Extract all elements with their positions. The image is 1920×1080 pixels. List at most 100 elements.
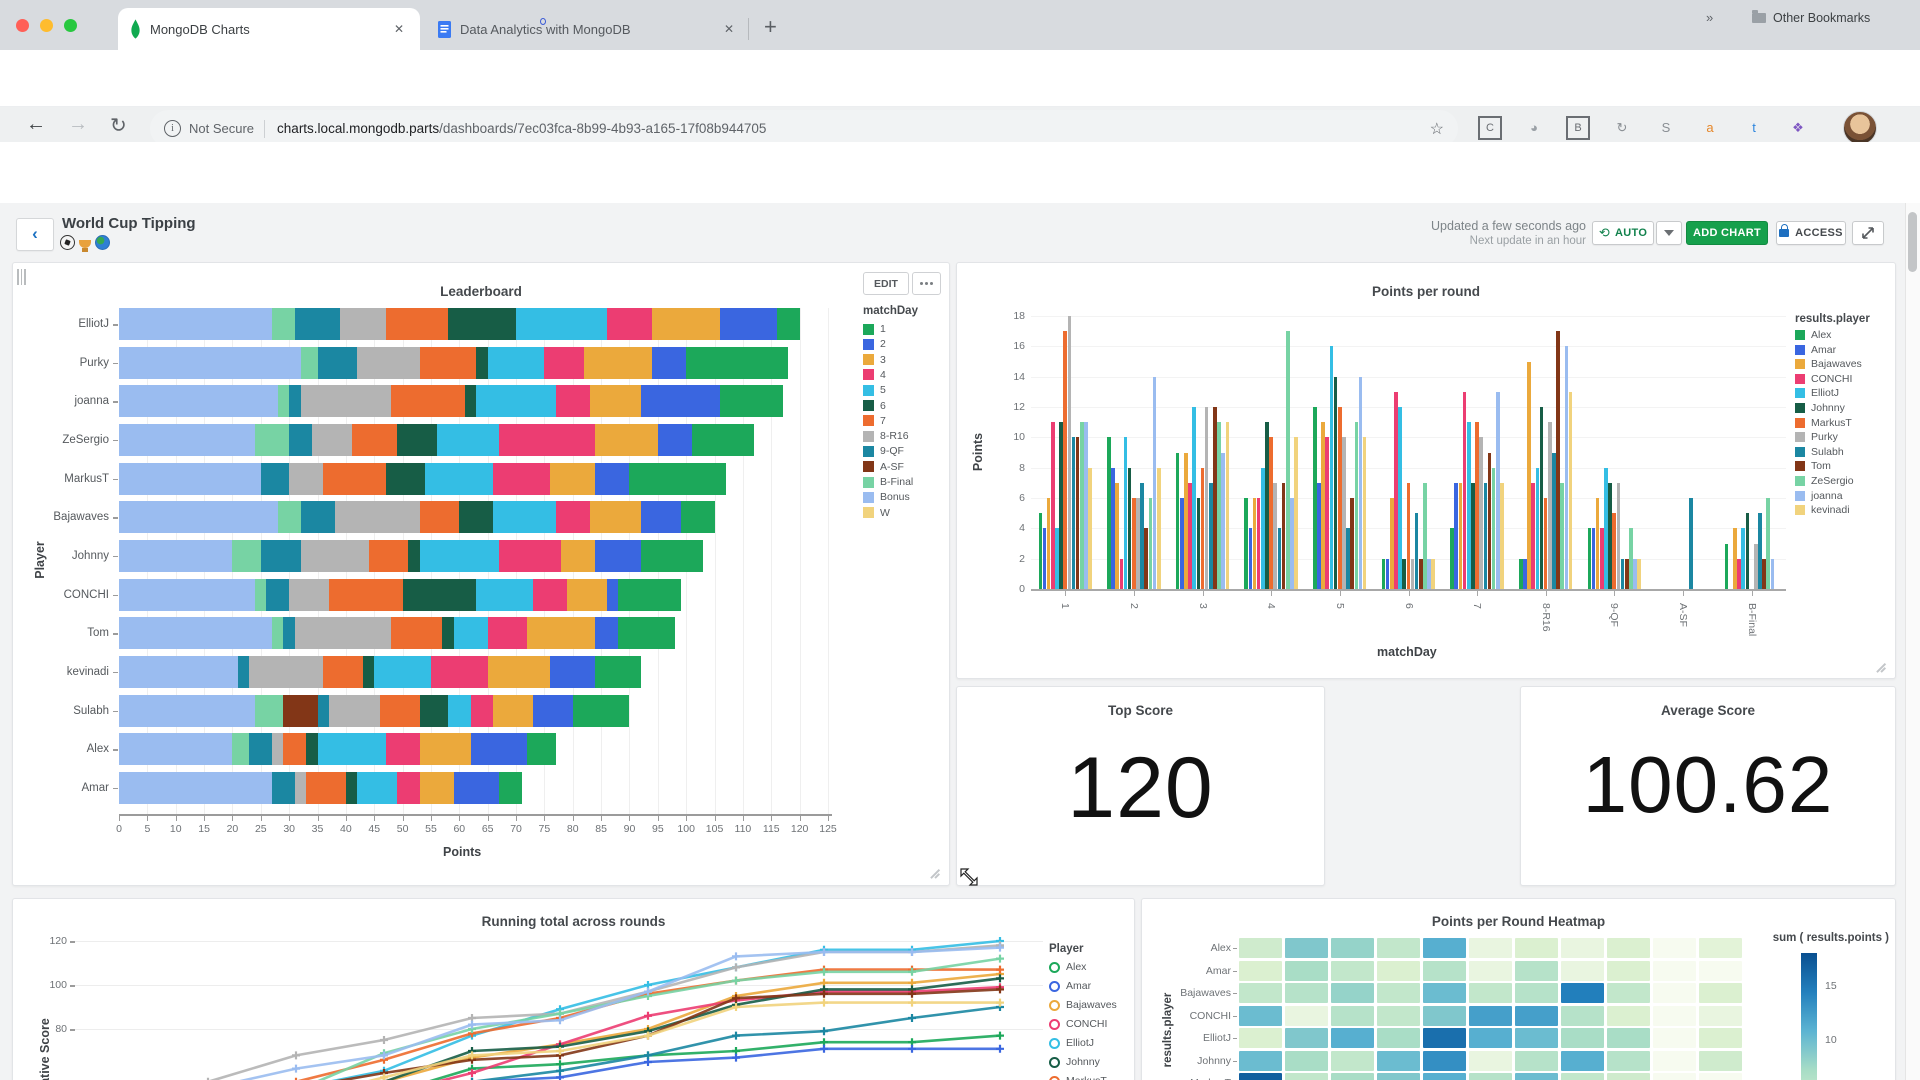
bar-kevinadi	[1294, 437, 1298, 589]
leaderboard-bar-row	[119, 308, 800, 340]
bar-segment-matchday-8-R16	[357, 346, 420, 379]
heatmap-cell	[1285, 983, 1328, 1003]
auto-refresh-caret-button[interactable]	[1656, 221, 1682, 245]
heatmap-cell	[1699, 938, 1742, 958]
gridline	[1031, 437, 1786, 439]
legend-swatch	[1795, 417, 1805, 428]
legend-item-Bajawaves: Bajawaves	[1049, 999, 1117, 1011]
bar-CONCHI	[1050, 422, 1055, 589]
page-scrollbar[interactable]	[1905, 203, 1920, 1080]
bar-segment-matchday-3	[550, 462, 596, 495]
average-score-card: Average Score 100.62	[1520, 686, 1896, 886]
access-button[interactable]: ACCESS	[1776, 221, 1846, 245]
card-resize-handle[interactable]	[929, 865, 941, 877]
bar-segment-matchday-Bonus	[119, 501, 278, 534]
y-tick-label: 2	[1019, 552, 1025, 565]
legend-swatch	[863, 461, 874, 473]
legend-swatch	[863, 491, 874, 503]
bar-segment-matchday-B-Final	[232, 733, 250, 766]
legend-label: 9-QF	[880, 445, 904, 458]
heatmap-cell	[1377, 1073, 1420, 1080]
heatmap-cell	[1377, 938, 1420, 958]
back-icon[interactable]: ←	[26, 113, 46, 135]
y-tick-mark	[113, 633, 118, 635]
new-tab-button[interactable]: +	[764, 14, 777, 39]
bookmark-star-icon[interactable]: ☆	[1429, 120, 1444, 138]
heatmap-row-label: Johnny	[1197, 1054, 1231, 1067]
forward-icon[interactable]: →	[68, 113, 88, 135]
reload-icon[interactable]: ↻	[110, 115, 127, 137]
omnibox-divider	[264, 119, 266, 138]
bar-segment-matchday-7	[283, 733, 307, 766]
tab-data-analytics[interactable]: Data Analytics with MongoDB ✕	[438, 14, 738, 44]
avatar[interactable]	[1843, 111, 1877, 145]
bar-segment-matchday-9-QF	[260, 539, 301, 572]
bar-segment-matchday-5	[447, 694, 471, 727]
bar-ZeSergio	[1080, 422, 1084, 589]
extension-s[interactable]: S	[1661, 120, 1671, 135]
leaderboard-player-label: CONCHI	[63, 588, 109, 601]
zoom-window-button[interactable]	[64, 19, 77, 32]
legend-swatch	[863, 430, 874, 442]
bar-segment-matchday-8-R16	[249, 655, 324, 688]
x-tick-mark	[260, 816, 262, 821]
edit-chart-button[interactable]: EDIT	[863, 272, 909, 295]
extension-p[interactable]: ❖	[1792, 120, 1804, 135]
bar-segment-matchday-4	[555, 385, 590, 418]
bar-Alex	[1450, 528, 1454, 589]
minimize-window-button[interactable]	[40, 19, 53, 32]
legend-swatch	[1795, 373, 1805, 384]
heatmap-cell	[1515, 960, 1558, 981]
y-tick-label: 4	[1019, 522, 1025, 535]
extension-c[interactable]: C	[1478, 116, 1502, 140]
close-window-button[interactable]	[16, 19, 29, 32]
x-tick-label: B-Final	[1745, 603, 1758, 637]
tab-close-icon[interactable]: ✕	[723, 22, 735, 36]
bar-kevinadi	[1156, 467, 1161, 589]
card-resize-handle[interactable]	[1875, 659, 1887, 671]
bookmarks-overflow-icon[interactable]: »	[1706, 10, 1714, 25]
bar-segment-matchday-3	[493, 694, 534, 727]
chart-title: Leaderboard	[440, 284, 522, 299]
bar-joanna	[1770, 558, 1775, 589]
legend-item-8-R16: 8-R16	[863, 430, 909, 442]
extension-t[interactable]: t	[1752, 120, 1756, 135]
address-bar[interactable]: i Not Secure charts.local.mongodb.parts /…	[150, 110, 1458, 147]
extension-circle[interactable]: ◕	[1530, 120, 1538, 135]
y-tick-mark	[113, 710, 118, 713]
x-tick-label: 15	[198, 823, 210, 835]
y-tick-mark	[1233, 1015, 1237, 1017]
legend-label: MarkusT	[1066, 1075, 1107, 1080]
card-drag-handle[interactable]	[17, 269, 31, 285]
card-menu-button[interactable]	[912, 272, 941, 295]
legend-item-MarkusT: MarkusT	[1795, 417, 1852, 429]
tab-close-icon[interactable]: ✕	[393, 22, 405, 36]
url-path: /dashboards/7ec03fca-8b99-4b93-a165-17f0…	[439, 121, 767, 136]
heatmap-cell	[1607, 1005, 1650, 1026]
auto-refresh-button[interactable]: ⟲ AUTO	[1592, 221, 1654, 245]
bar-Tom	[1144, 528, 1149, 589]
bar-ElliotJ	[1741, 528, 1746, 589]
marker-Sulabh	[732, 1031, 740, 1040]
extension-b[interactable]: B	[1566, 116, 1590, 140]
bar-segment-matchday-4	[555, 501, 590, 534]
fullscreen-button[interactable]	[1852, 221, 1884, 245]
add-chart-button[interactable]: ADD CHART	[1686, 221, 1768, 245]
bar-segment-matchday-4	[499, 539, 562, 572]
heatmap-cell	[1239, 938, 1282, 958]
bar-kevinadi	[1431, 558, 1436, 589]
extension-a[interactable]: a	[1706, 120, 1714, 135]
info-icon[interactable]: i	[164, 120, 181, 137]
heatmap-cell	[1331, 960, 1374, 981]
y-axis-label: Player	[32, 541, 47, 579]
heatmap-cell	[1469, 983, 1512, 1003]
other-bookmarks-button[interactable]: Other Bookmarks	[1752, 9, 1870, 25]
bar-segment-matchday-2	[453, 771, 500, 804]
back-to-dashboards-button[interactable]: ‹	[16, 218, 54, 251]
legend-label: Sulabh	[1811, 445, 1844, 458]
security-label[interactable]: Not Secure	[189, 121, 255, 136]
heatmap-cell	[1239, 1005, 1282, 1026]
scrollbar-thumb[interactable]	[1908, 212, 1917, 272]
extension-refresh[interactable]: ↻	[1616, 120, 1628, 135]
tab-mongodb-charts[interactable]: MongoDB Charts ✕	[118, 8, 420, 50]
